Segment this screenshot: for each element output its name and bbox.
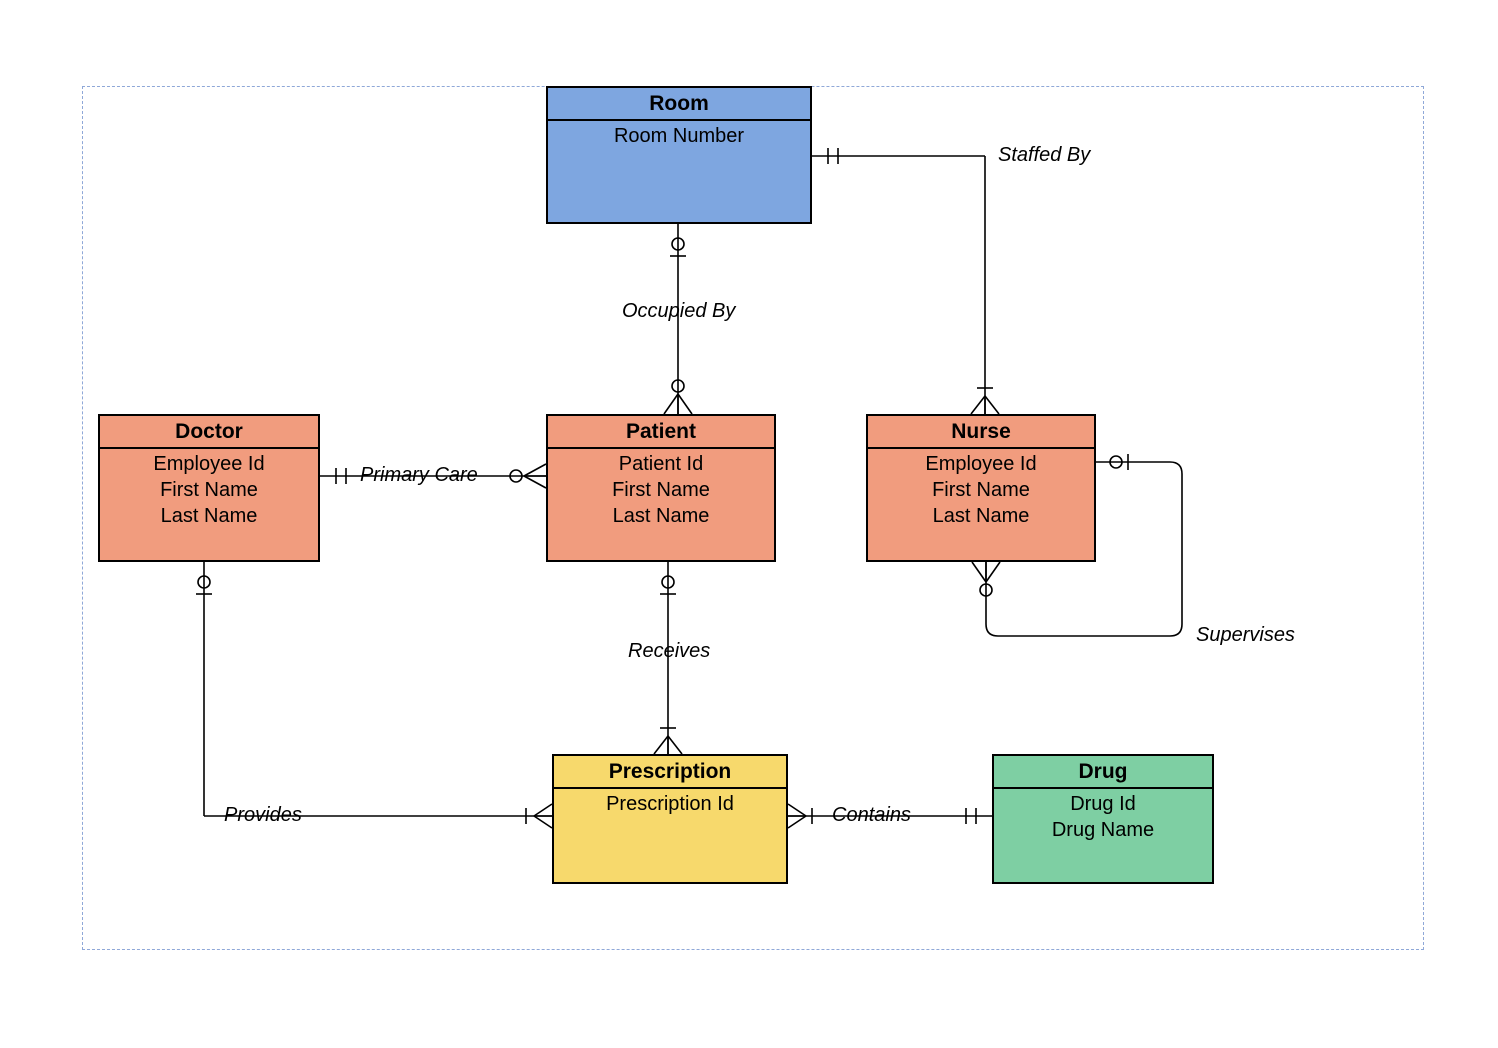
entity-doctor-attr-2: Last Name bbox=[100, 503, 318, 529]
entity-nurse-attr-1: First Name bbox=[868, 477, 1094, 503]
rel-provides: Provides bbox=[224, 804, 302, 827]
entity-room-body: Room Number bbox=[548, 121, 810, 222]
entity-prescription-attr-0: Prescription Id bbox=[554, 791, 786, 817]
rel-occupied-by: Occupied By bbox=[622, 300, 735, 323]
entity-prescription-body: Prescription Id bbox=[554, 789, 786, 882]
entity-patient-attr-1: First Name bbox=[548, 477, 774, 503]
entity-drug[interactable]: Drug Drug Id Drug Name bbox=[992, 754, 1214, 884]
entity-prescription[interactable]: Prescription Prescription Id bbox=[552, 754, 788, 884]
rel-receives: Receives bbox=[628, 640, 710, 663]
entity-doctor[interactable]: Doctor Employee Id First Name Last Name bbox=[98, 414, 320, 562]
entity-room-attr-0: Room Number bbox=[548, 123, 810, 149]
entity-drug-body: Drug Id Drug Name bbox=[994, 789, 1212, 882]
entity-doctor-body: Employee Id First Name Last Name bbox=[100, 449, 318, 560]
entity-drug-attr-0: Drug Id bbox=[994, 791, 1212, 817]
entity-nurse-title: Nurse bbox=[868, 416, 1094, 449]
rel-supervises: Supervises bbox=[1196, 624, 1295, 647]
entity-room-title: Room bbox=[548, 88, 810, 121]
rel-contains: Contains bbox=[832, 804, 911, 827]
entity-patient-body: Patient Id First Name Last Name bbox=[548, 449, 774, 560]
rel-staffed-by: Staffed By bbox=[998, 144, 1090, 167]
entity-nurse-attr-2: Last Name bbox=[868, 503, 1094, 529]
entity-room[interactable]: Room Room Number bbox=[546, 86, 812, 224]
entity-drug-attr-1: Drug Name bbox=[994, 817, 1212, 843]
entity-doctor-attr-1: First Name bbox=[100, 477, 318, 503]
entity-patient-attr-0: Patient Id bbox=[548, 451, 774, 477]
entity-nurse[interactable]: Nurse Employee Id First Name Last Name bbox=[866, 414, 1096, 562]
er-diagram-canvas: Room Room Number Doctor Employee Id Firs… bbox=[0, 0, 1498, 1048]
entity-doctor-title: Doctor bbox=[100, 416, 318, 449]
entity-prescription-title: Prescription bbox=[554, 756, 786, 789]
entity-nurse-body: Employee Id First Name Last Name bbox=[868, 449, 1094, 560]
rel-primary-care: Primary Care bbox=[360, 464, 478, 487]
entity-doctor-attr-0: Employee Id bbox=[100, 451, 318, 477]
entity-nurse-attr-0: Employee Id bbox=[868, 451, 1094, 477]
entity-patient-attr-2: Last Name bbox=[548, 503, 774, 529]
entity-patient[interactable]: Patient Patient Id First Name Last Name bbox=[546, 414, 776, 562]
entity-drug-title: Drug bbox=[994, 756, 1212, 789]
entity-patient-title: Patient bbox=[548, 416, 774, 449]
